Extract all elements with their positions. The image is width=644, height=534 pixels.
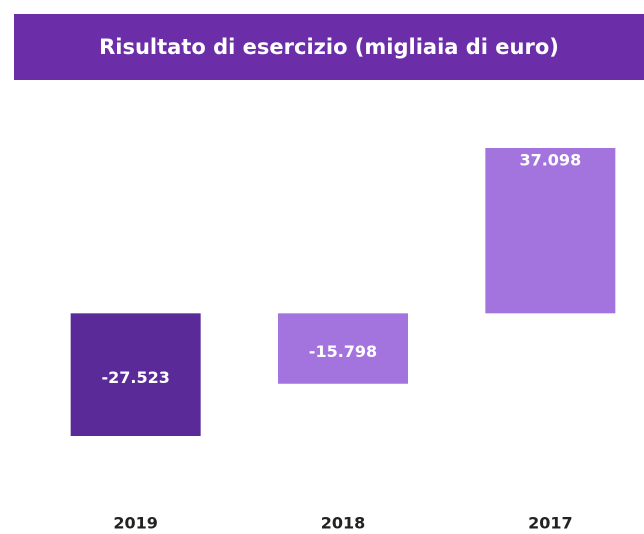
value-label: 37.098	[519, 151, 581, 170]
bar	[70, 313, 201, 436]
x-tick-label: 2017	[528, 514, 573, 533]
value-label: -27.523	[101, 368, 169, 387]
value-label: -15.798	[309, 342, 377, 361]
title-banner	[14, 14, 644, 80]
x-tick-label: 2018	[321, 514, 366, 533]
x-tick-label: 2019	[113, 514, 158, 533]
bar	[278, 313, 408, 384]
chart-title: Risultato di esercizio (migliaia di euro…	[99, 35, 559, 59]
bar	[485, 148, 616, 314]
